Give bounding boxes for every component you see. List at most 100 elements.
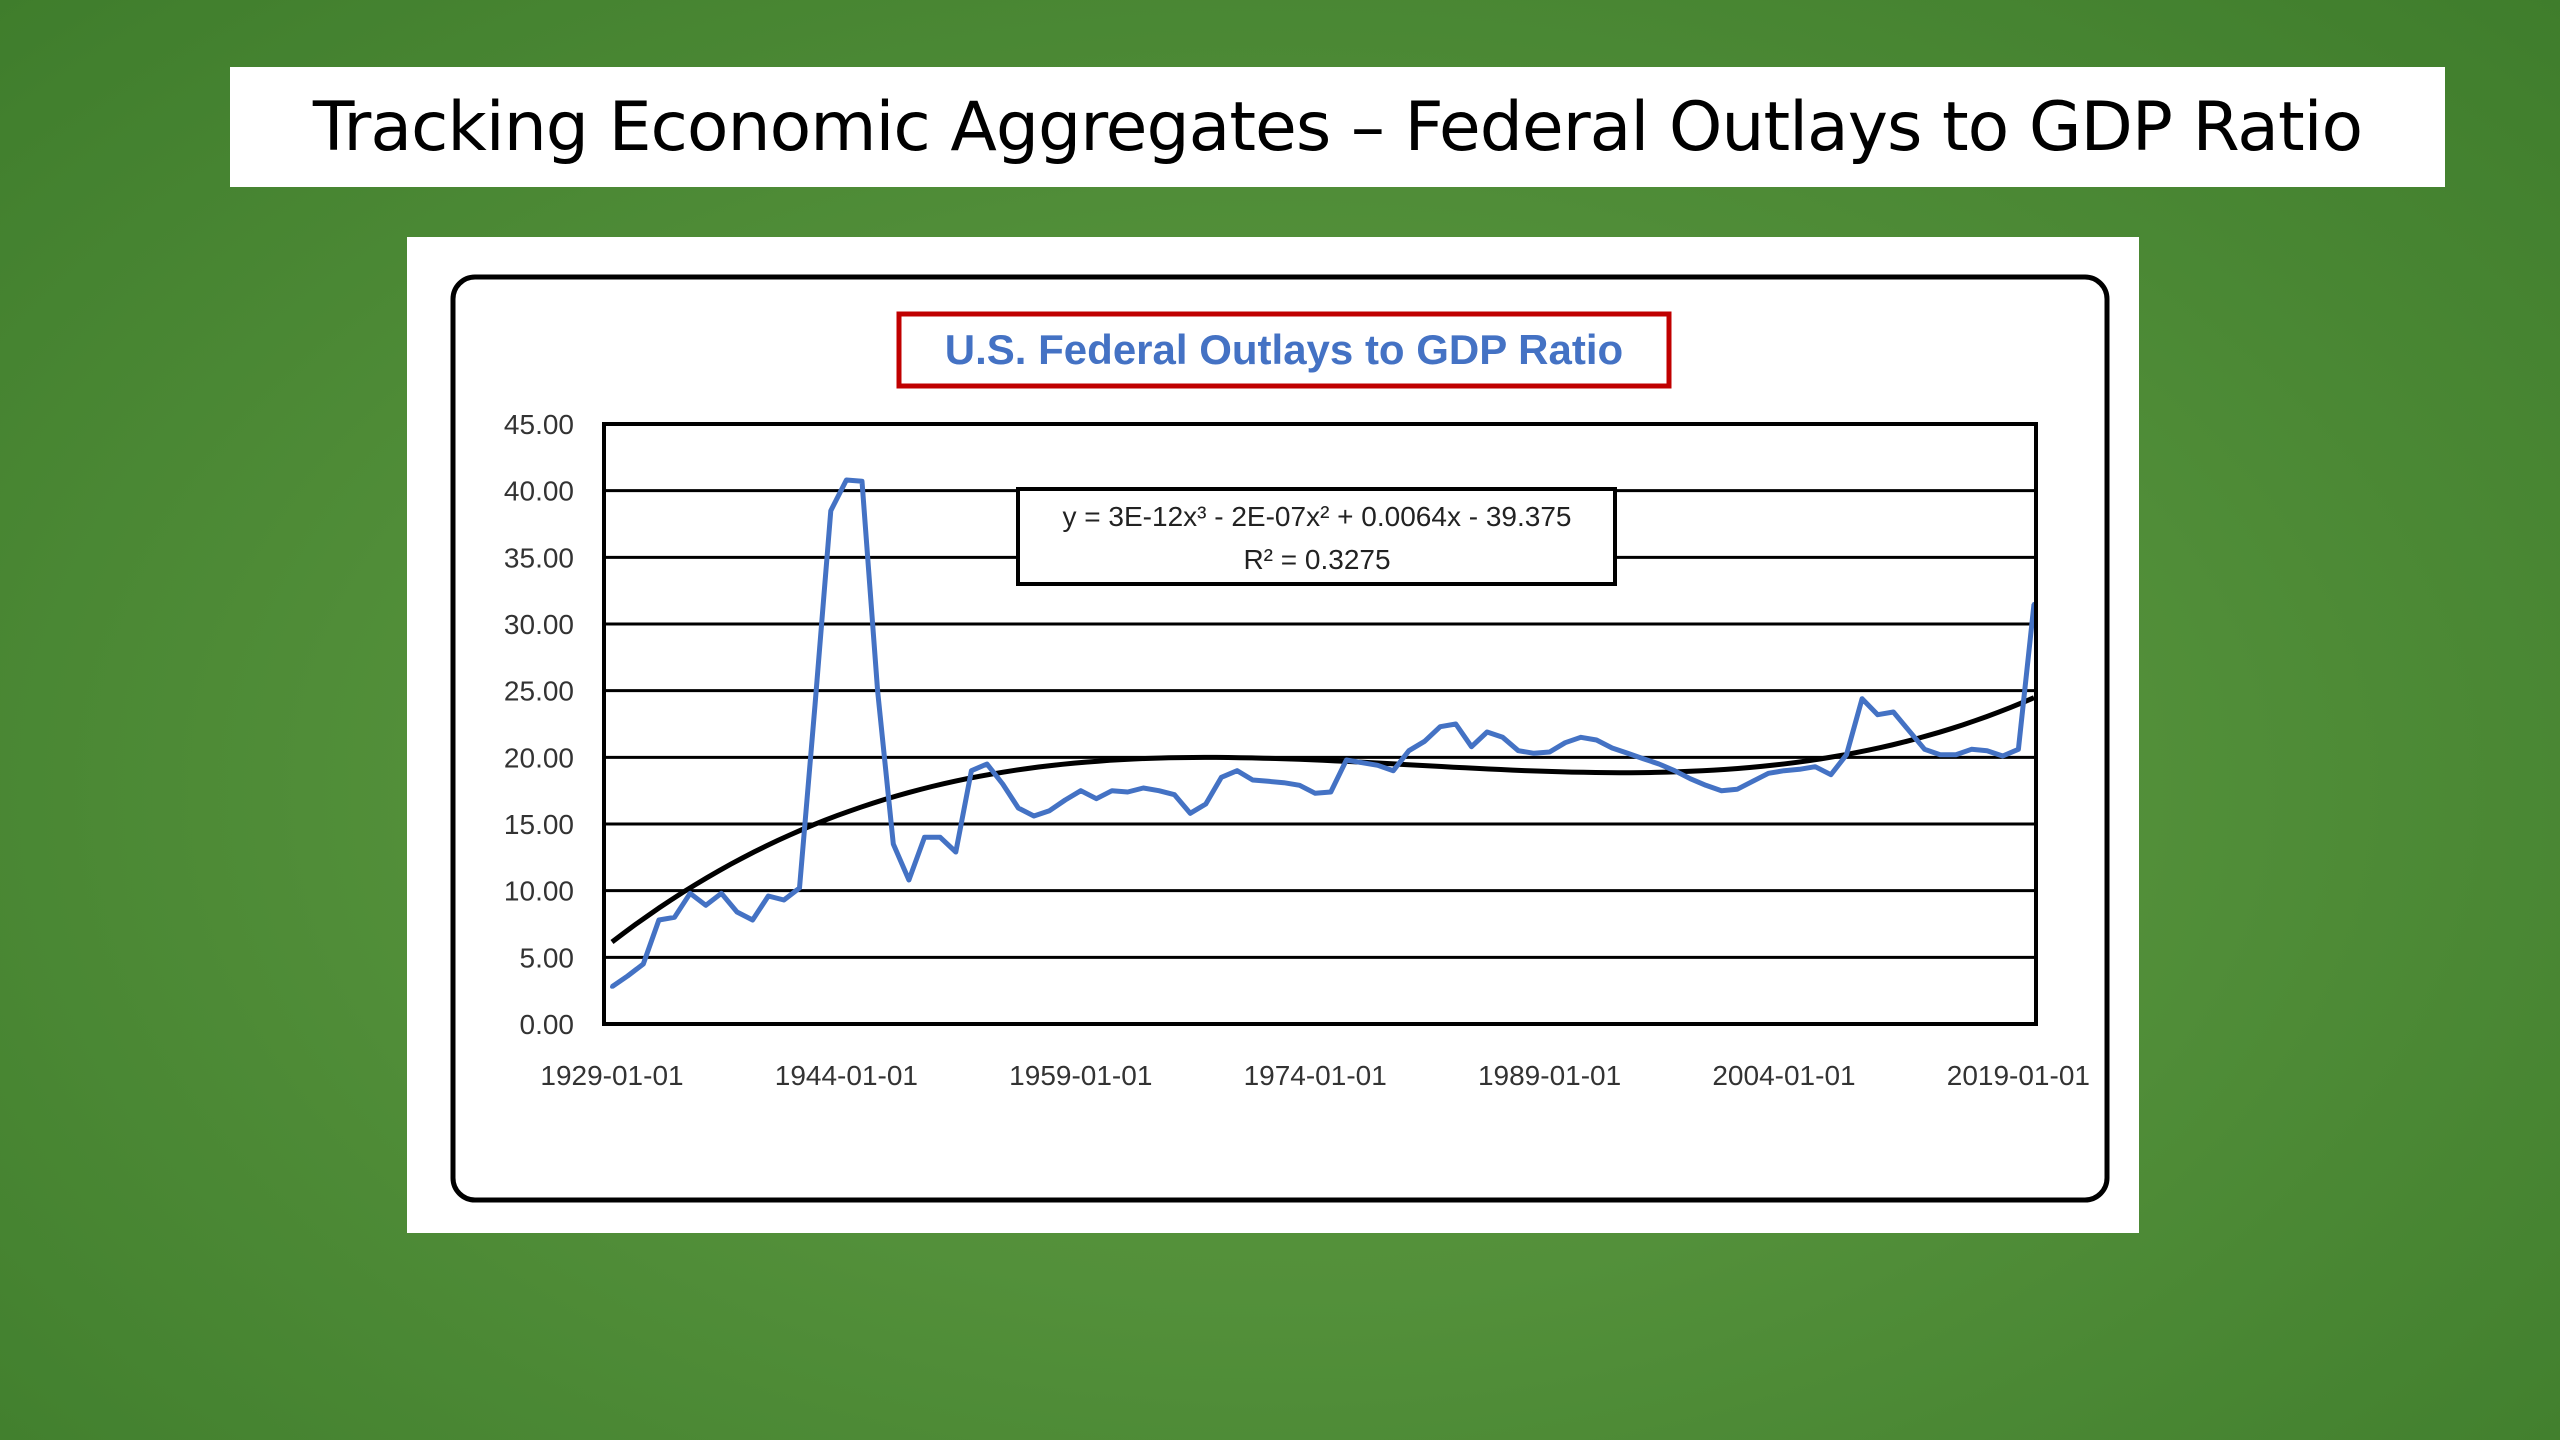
chart-title: U.S. Federal Outlays to GDP Ratio: [945, 326, 1623, 373]
data-point: [875, 688, 880, 693]
data-point: [953, 850, 958, 854]
data-point: [1360, 760, 1365, 765]
data-point: [1641, 756, 1646, 761]
data-point: [1813, 764, 1818, 769]
data-point: [1828, 772, 1833, 777]
data-point: [1453, 722, 1458, 726]
data-point: [1610, 746, 1615, 750]
data-point: [1657, 762, 1661, 766]
x-tick-label: 1944-01-01: [775, 1060, 918, 1091]
chart-title-box: [896, 311, 1672, 389]
data-point: [1719, 788, 1724, 793]
data-point: [1860, 696, 1865, 701]
data-point: [1766, 771, 1771, 776]
plot-area-border: [602, 422, 2038, 1026]
data-point: [1188, 811, 1193, 816]
slide-title-box: Tracking Economic Aggregates – Federal O…: [230, 67, 2445, 187]
x-tick-label: 1974-01-01: [1244, 1060, 1387, 1091]
data-point: [1203, 802, 1208, 806]
data-point: [985, 762, 989, 766]
y-tick-label: 30.00: [504, 609, 574, 640]
data-point: [1406, 748, 1411, 753]
data-point: [781, 898, 786, 902]
trendline: [610, 695, 2035, 944]
chart-image: U.S. Federal Outlays to GDP Ratio 0.00 5.…: [407, 237, 2139, 1233]
y-tick-label: 45.00: [504, 409, 574, 440]
data-point: [750, 918, 755, 922]
series-line: [610, 477, 2037, 989]
data-point: [1110, 788, 1114, 793]
data-point: [1172, 792, 1177, 797]
data-point: [1500, 735, 1505, 740]
data-point: [1891, 710, 1896, 714]
data-point: [1094, 796, 1099, 801]
data-point: [2016, 747, 2021, 752]
x-tick-label: 1959-01-01: [1009, 1060, 1152, 1091]
x-tick-label: 2004-01-01: [1712, 1060, 1855, 1091]
data-point: [672, 915, 677, 920]
x-tick-label: 1929-01-01: [540, 1060, 683, 1091]
data-point: [1797, 767, 1802, 772]
data-point: [922, 835, 927, 840]
data-point: [1735, 787, 1740, 792]
data-point: [1391, 768, 1396, 773]
y-tick-label: 40.00: [504, 476, 574, 507]
y-tick-label: 25.00: [504, 676, 574, 707]
data-point: [1000, 782, 1005, 786]
data-point: [2000, 754, 2005, 758]
data-point: [828, 508, 833, 513]
data-point: [1375, 763, 1380, 768]
data-point: [891, 842, 896, 846]
data-point: [625, 974, 630, 978]
data-point: [766, 894, 771, 898]
data-point: [1532, 751, 1536, 756]
data-point: [1625, 751, 1630, 756]
trendline-equation: y = 3E-12x³ - 2E-07x² + 0.0064x - 39.375: [1063, 501, 1572, 532]
data-point: [1344, 758, 1349, 762]
data-point: [1969, 747, 1974, 752]
data-point: [1469, 744, 1474, 749]
data-point: [1688, 776, 1693, 781]
data-point: [1938, 752, 1943, 757]
trendline-r-squared: R² = 0.3275: [1243, 544, 1390, 575]
data-point: [1953, 752, 1958, 757]
data-point: [1922, 747, 1927, 752]
data-point: [860, 479, 864, 484]
data-point: [1750, 779, 1755, 784]
line-chart: U.S. Federal Outlays to GDP Ratio 0.00 5.…: [450, 274, 2110, 1203]
x-axis-tick-labels: 1929-01-01 1944-01-01 1959-01-01 1974-01-01…: [540, 1060, 2090, 1091]
data-point: [1985, 748, 1990, 753]
trendline-equation-box: [1016, 487, 1617, 586]
data-point: [1297, 783, 1302, 788]
data-point: [1047, 808, 1052, 813]
data-point: [656, 918, 661, 922]
y-axis-tick-labels: 0.00 5.00 10.00 15.00 20.00 25.00 30.00 35.00 40…: [504, 409, 574, 1040]
data-point: [797, 886, 802, 890]
data-point: [610, 984, 614, 989]
data-point: [1516, 748, 1521, 753]
data-point: [813, 702, 818, 706]
data-point: [1563, 740, 1568, 745]
data-point: [1063, 798, 1068, 802]
data-point: [1875, 712, 1880, 717]
data-point: [1844, 752, 1849, 757]
data-point: [969, 768, 974, 773]
y-tick-label: 10.00: [504, 876, 574, 907]
data-point: [1281, 780, 1286, 785]
data-point: [1250, 778, 1255, 782]
series-points: [610, 478, 2036, 989]
data-point: [1578, 735, 1583, 740]
y-tick-label: 15.00: [504, 809, 574, 840]
data-point: [1235, 768, 1240, 773]
data-point: [703, 903, 708, 908]
data-point: [1141, 786, 1146, 790]
data-point: [938, 835, 943, 840]
slide-title: Tracking Economic Aggregates – Federal O…: [312, 87, 2363, 167]
data-point: [1594, 738, 1599, 742]
y-tick-label: 20.00: [504, 742, 574, 773]
data-point: [688, 891, 693, 896]
x-tick-label: 2019-01-01: [1947, 1060, 2090, 1091]
data-point: [1156, 788, 1161, 793]
data-point: [1907, 728, 1911, 733]
y-tick-label: 5.00: [520, 942, 575, 973]
